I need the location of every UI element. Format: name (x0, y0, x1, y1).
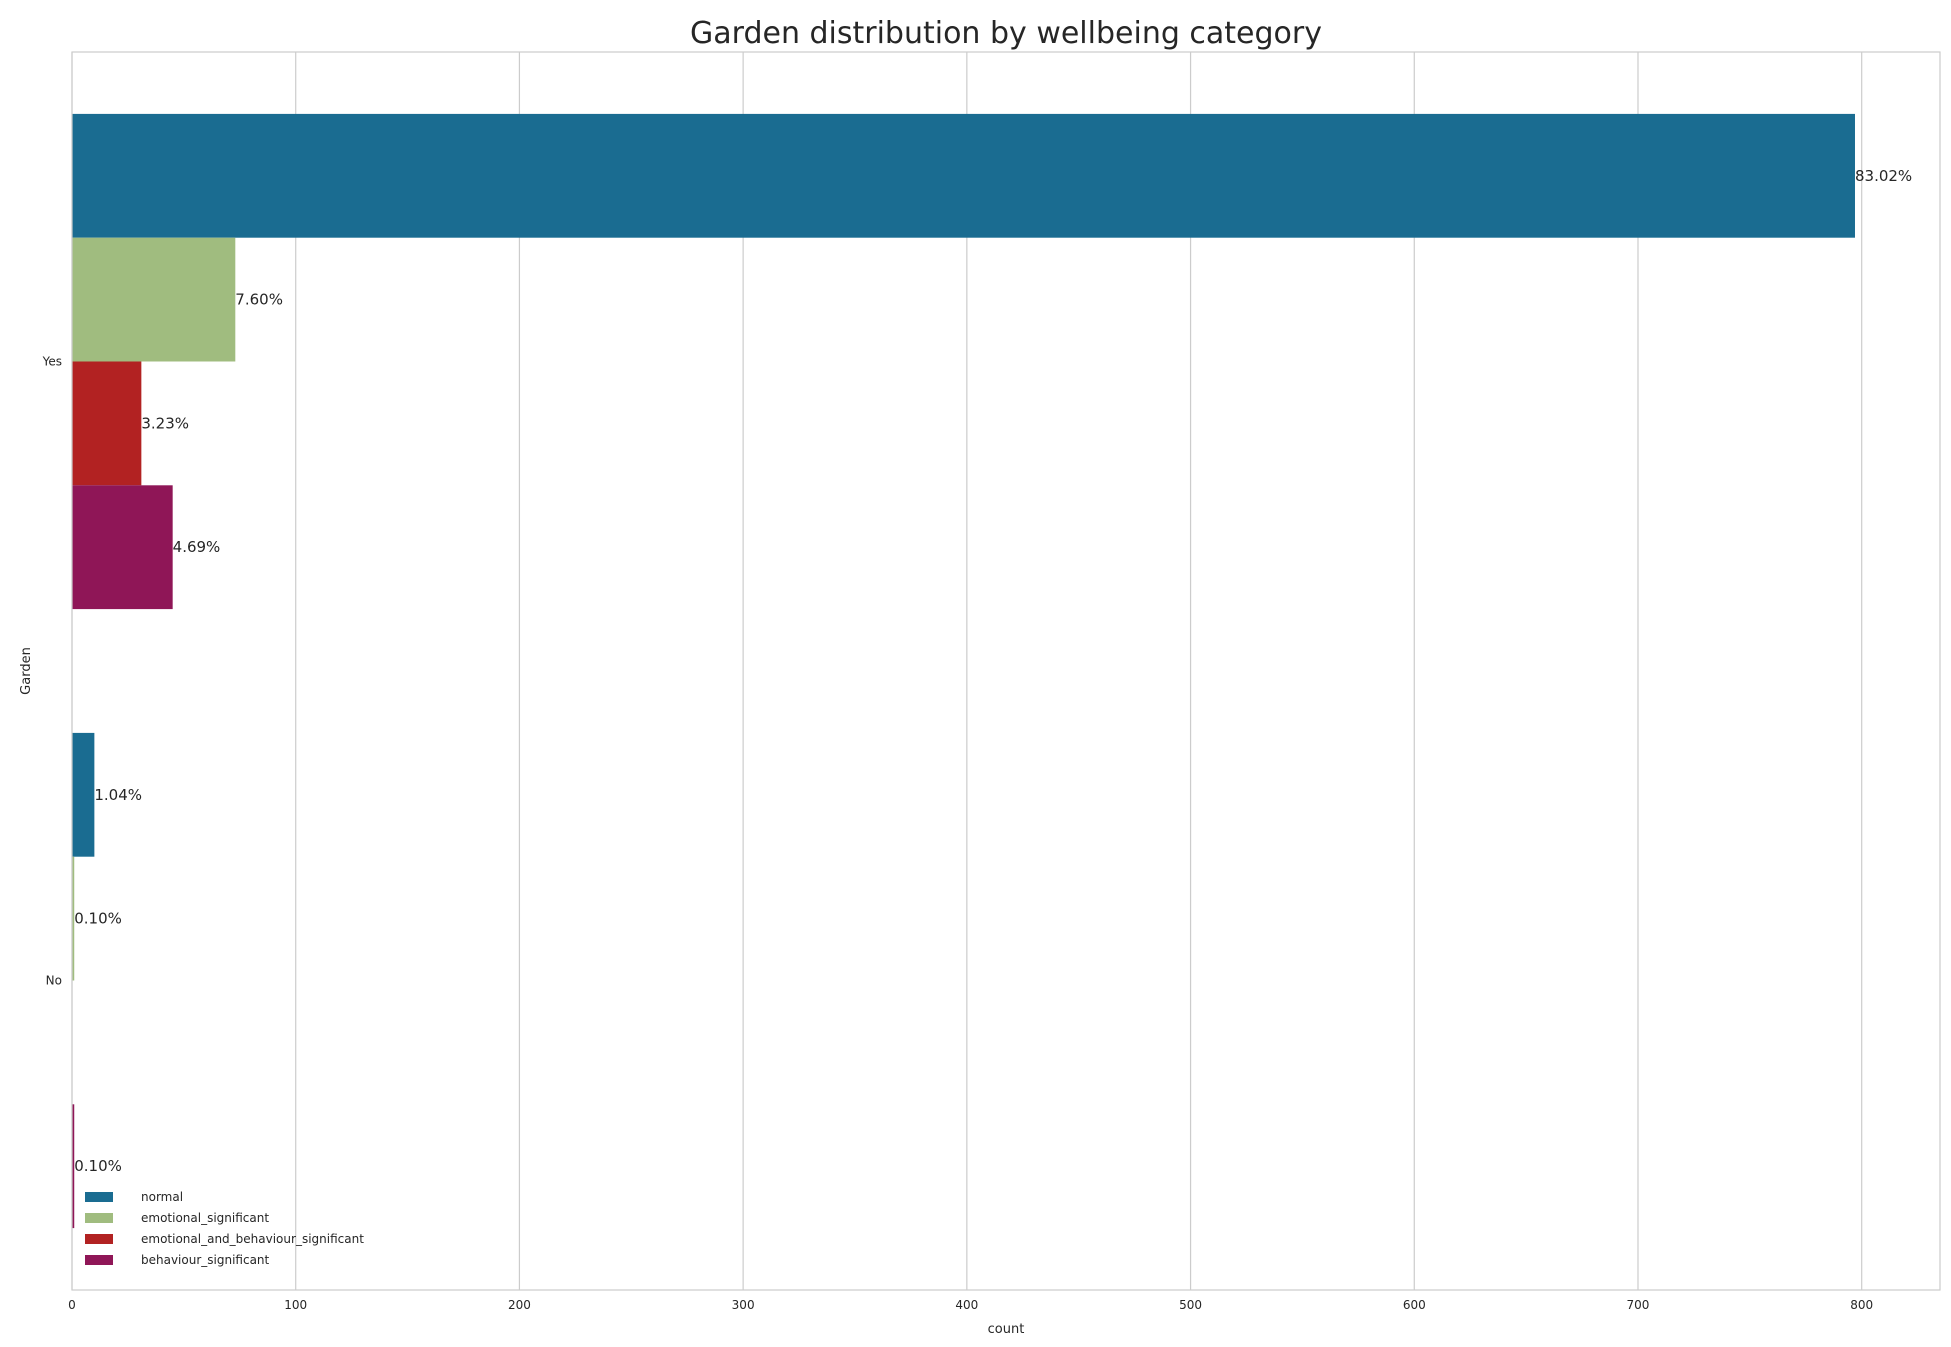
plot-frame (71, 51, 1941, 1291)
legend-label: emotional_and_behaviour_significant (141, 1232, 364, 1246)
y-tick-labels: Yes No (42, 355, 62, 988)
legend-swatch (85, 1255, 113, 1265)
plot-background (72, 52, 1940, 1290)
x-tick-label: 700 (1627, 1298, 1650, 1312)
legend-label: normal (141, 1190, 183, 1204)
data-label: 3.23% (141, 414, 189, 432)
x-tick-label: 0 (68, 1298, 76, 1312)
bar-normal-no (72, 732, 95, 857)
bar-behaviour_significant-yes (72, 485, 173, 610)
legend-swatch (85, 1213, 113, 1223)
data-label: 0.10% (74, 910, 122, 928)
x-tick-label: 400 (955, 1298, 978, 1312)
y-tick-label: No (46, 974, 62, 988)
bar-emotional_and_behaviour_significant-yes (72, 361, 142, 486)
data-labels: 83.02% 7.60% 3.23% 4.69% 1.04% 0.10% 0.10% (74, 167, 1912, 1175)
x-tick-label: 300 (732, 1298, 755, 1312)
bars (72, 113, 1855, 1229)
legend-label: emotional_significant (141, 1211, 269, 1225)
x-tick-label: 800 (1850, 1298, 1873, 1312)
x-tick-labels: 0 100 200 300 400 500 600 700 800 (68, 1298, 1873, 1312)
data-label: 83.02% (1855, 167, 1912, 185)
bar-behaviour_significant-no (72, 1104, 75, 1229)
bar-normal-yes (72, 113, 1855, 238)
legend-swatch (85, 1234, 113, 1244)
y-axis-label: Garden (19, 647, 34, 695)
data-label: 7.60% (235, 291, 283, 309)
x-tick-label: 200 (508, 1298, 531, 1312)
x-tick-label: 600 (1403, 1298, 1426, 1312)
data-label: 4.69% (173, 538, 221, 556)
chart-title: Garden distribution by wellbeing categor… (690, 16, 1322, 51)
legend-label: behaviour_significant (141, 1253, 270, 1267)
x-axis-label: count (988, 1322, 1025, 1337)
data-label: 1.04% (94, 786, 142, 804)
legend-swatch (85, 1192, 113, 1202)
y-tick-label: Yes (42, 355, 62, 369)
legend: normal emotional_significant emotional_and… (85, 1190, 364, 1267)
data-label: 0.10% (74, 1157, 122, 1175)
bar-emotional_significant-yes (72, 237, 236, 362)
x-tick-label: 100 (284, 1298, 307, 1312)
x-tick-label: 500 (1179, 1298, 1202, 1312)
bar-emotional_significant-no (72, 856, 75, 981)
